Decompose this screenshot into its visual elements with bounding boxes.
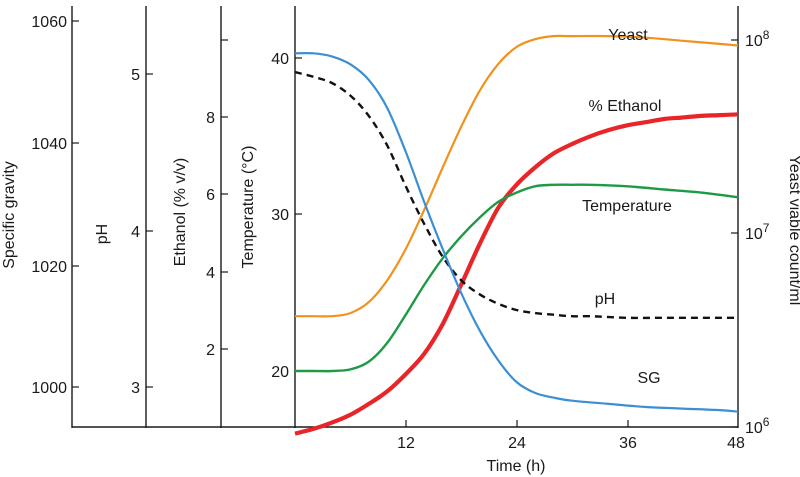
x-tick-label: 24 bbox=[508, 435, 526, 452]
series-label-yeast: Yeast bbox=[608, 27, 648, 44]
yeast-tick-exponent: 6 bbox=[763, 415, 770, 429]
yeast-tick-base: 10 bbox=[745, 226, 763, 243]
yeast-tick-exponent: 7 bbox=[763, 221, 770, 235]
sg-tick-label: 1040 bbox=[31, 136, 67, 153]
yeast-tick-label-1e8: 108 bbox=[745, 28, 770, 50]
ethanol-tick-label: 8 bbox=[206, 110, 215, 127]
yeast-tick-label-1e7: 107 bbox=[745, 221, 770, 243]
yeast-tick-exponent: 8 bbox=[763, 28, 770, 42]
ph-tick-label: 5 bbox=[131, 67, 140, 84]
sg-tick-label: 1020 bbox=[31, 259, 67, 276]
temperature-axis-label: Temperature (°C) bbox=[240, 146, 257, 269]
ph-tick-label: 4 bbox=[131, 224, 140, 241]
series-line-sg bbox=[294, 51, 739, 413]
specific-gravity-axis-label: Specific gravity bbox=[1, 161, 18, 269]
temp-tick-label: 30 bbox=[271, 207, 289, 224]
series-label-ph: pH bbox=[595, 291, 615, 308]
yeast-tick-base: 10 bbox=[745, 33, 763, 50]
x-tick-label: 36 bbox=[619, 435, 637, 452]
ph-tick-label: 3 bbox=[131, 380, 140, 397]
series-line-temperature bbox=[294, 183, 739, 373]
ethanol-tick-label: 6 bbox=[206, 187, 215, 204]
x-tick-label: 48 bbox=[727, 435, 745, 452]
series-line-yeast bbox=[294, 34, 739, 318]
sg-tick-label: 1000 bbox=[31, 380, 67, 397]
tick-marks bbox=[72, 20, 738, 428]
x-axis-label: Time (h) bbox=[487, 458, 546, 475]
yeast-tick-label-1e6: 106 bbox=[745, 415, 770, 437]
x-tick-label: 12 bbox=[397, 435, 415, 452]
temp-tick-label: 40 bbox=[271, 51, 289, 68]
ethanol-tick-label: 2 bbox=[206, 342, 215, 359]
series-label-ethanol: % Ethanol bbox=[589, 98, 662, 115]
series-label-sg: SG bbox=[637, 370, 660, 387]
series-line-ph bbox=[294, 70, 738, 320]
yeast-tick-base: 10 bbox=[745, 420, 763, 437]
temp-tick-label: 20 bbox=[271, 364, 289, 381]
sg-tick-label: 1060 bbox=[31, 14, 67, 31]
axis-lines bbox=[71, 6, 739, 428]
ethanol-tick-label: 4 bbox=[206, 265, 215, 282]
ph-axis-label: pH bbox=[94, 224, 111, 244]
series-label-temperature: Temperature bbox=[582, 198, 672, 215]
ethanol-axis-label: Ethanol (% v/v) bbox=[172, 158, 189, 266]
series-line-ethanol bbox=[294, 112, 739, 436]
yeast-axis-label: Yeast viable count/ml bbox=[786, 155, 800, 306]
series-layer bbox=[294, 34, 739, 436]
